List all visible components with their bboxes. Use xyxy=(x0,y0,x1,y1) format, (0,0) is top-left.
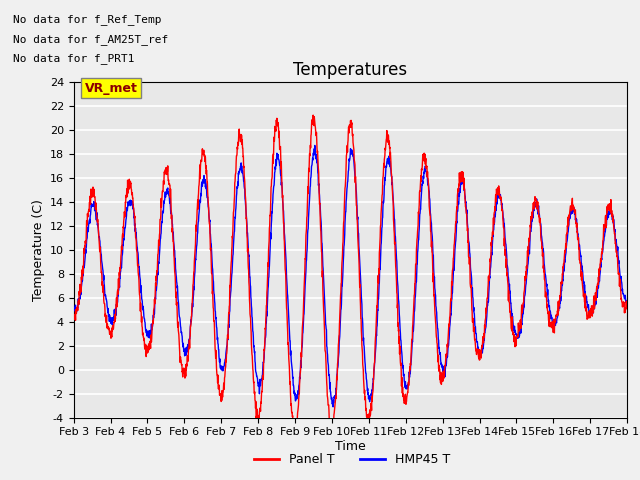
Title: Temperatures: Temperatures xyxy=(293,60,408,79)
Text: VR_met: VR_met xyxy=(84,82,138,95)
Text: No data for f_Ref_Temp: No data for f_Ref_Temp xyxy=(13,14,161,25)
Text: No data for f_PRT1: No data for f_PRT1 xyxy=(13,53,134,64)
Legend: Panel T, HMP45 T: Panel T, HMP45 T xyxy=(249,448,455,471)
Text: No data for f_AM25T_ref: No data for f_AM25T_ref xyxy=(13,34,168,45)
Y-axis label: Temperature (C): Temperature (C) xyxy=(33,199,45,300)
X-axis label: Time: Time xyxy=(335,440,366,453)
